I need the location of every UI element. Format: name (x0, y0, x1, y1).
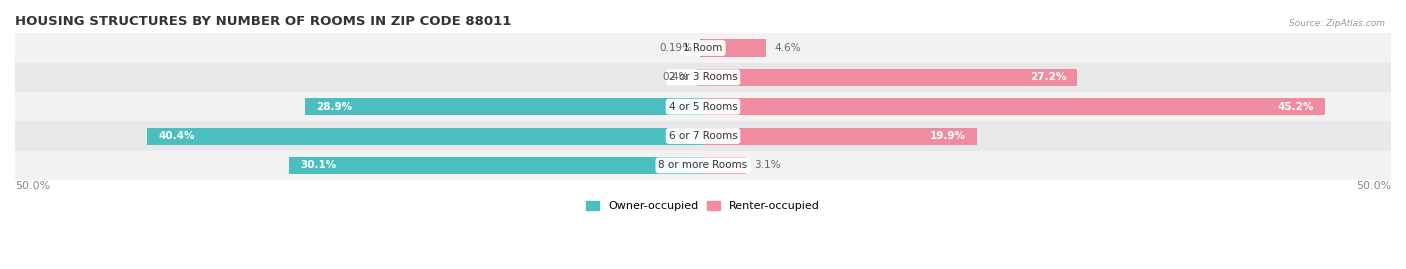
Bar (288, 157, 703, 174)
Bar (305, 98, 703, 115)
Text: 4.6%: 4.6% (775, 43, 801, 53)
Text: 1 Room: 1 Room (683, 43, 723, 53)
Bar (697, 69, 703, 86)
Bar (15, 92, 1391, 121)
Bar (148, 128, 703, 144)
Text: 50.0%: 50.0% (1355, 180, 1391, 191)
Legend: Owner-occupied, Renter-occupied: Owner-occupied, Renter-occupied (581, 196, 825, 215)
Text: 2 or 3 Rooms: 2 or 3 Rooms (669, 72, 737, 82)
Text: 40.4%: 40.4% (157, 131, 194, 141)
Text: 8 or more Rooms: 8 or more Rooms (658, 160, 748, 170)
Bar (703, 98, 1324, 115)
Text: 50.0%: 50.0% (15, 180, 51, 191)
Text: 19.9%: 19.9% (929, 131, 966, 141)
Text: 4 or 5 Rooms: 4 or 5 Rooms (669, 102, 737, 112)
Bar (700, 40, 703, 56)
Text: 0.4%: 0.4% (662, 72, 689, 82)
Text: 6 or 7 Rooms: 6 or 7 Rooms (669, 131, 737, 141)
Bar (703, 157, 745, 174)
Text: 27.2%: 27.2% (1029, 72, 1066, 82)
Text: 3.1%: 3.1% (754, 160, 780, 170)
Text: Source: ZipAtlas.com: Source: ZipAtlas.com (1289, 19, 1385, 28)
Bar (15, 151, 1391, 180)
Text: 28.9%: 28.9% (316, 102, 353, 112)
Text: 45.2%: 45.2% (1278, 102, 1315, 112)
Bar (703, 128, 977, 144)
Bar (703, 40, 766, 56)
Bar (15, 63, 1391, 92)
Text: 0.19%: 0.19% (659, 43, 692, 53)
Bar (15, 121, 1391, 151)
Text: HOUSING STRUCTURES BY NUMBER OF ROOMS IN ZIP CODE 88011: HOUSING STRUCTURES BY NUMBER OF ROOMS IN… (15, 15, 512, 28)
Bar (703, 69, 1077, 86)
Bar (15, 33, 1391, 63)
Text: 30.1%: 30.1% (299, 160, 336, 170)
